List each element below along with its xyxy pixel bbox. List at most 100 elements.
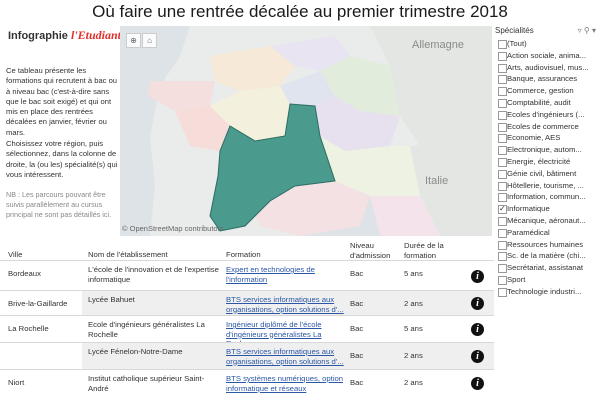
region-ile-de-france — [280, 71, 335, 106]
filter-item-label: Mécanique, aéronaut... — [507, 215, 586, 225]
filter-item[interactable]: Action sociale, anima... — [495, 50, 600, 62]
filter-item[interactable]: Sport — [495, 274, 600, 286]
filter-item[interactable]: Energie, électricité — [495, 156, 600, 168]
filter-checkbox[interactable] — [498, 75, 507, 85]
filter-item[interactable]: Ecoles d'ingénieurs (... — [495, 109, 600, 121]
cell-formation-link[interactable]: BTS services informatiques aux organisat… — [226, 347, 344, 366]
filter-checkbox[interactable] — [498, 203, 507, 215]
label-allemagne: Allemagne — [412, 39, 464, 51]
filter-item[interactable]: Informatique — [495, 203, 600, 215]
brand-logo: l'Etudiant — [70, 28, 121, 42]
filter-item[interactable]: Technologie industri... — [495, 286, 600, 298]
filter-checkbox[interactable] — [498, 264, 507, 274]
filter-checkbox[interactable] — [498, 146, 507, 156]
filter-item[interactable]: Banque, assurances — [495, 73, 600, 85]
filter-item-label: Informatique — [507, 204, 550, 214]
cell-niveau: Bac — [350, 269, 364, 278]
map-svg: Allemagne Italie — [120, 26, 492, 236]
filter-checkbox[interactable] — [498, 275, 507, 285]
filter-list: (Tout) Action sociale, anima... Arts, audi… — [495, 38, 600, 298]
filter-item-label: Génie civil, bâtiment — [507, 168, 577, 178]
info-icon[interactable]: i — [471, 350, 484, 363]
filter-checkbox[interactable] — [498, 40, 507, 49]
filter-item[interactable]: Arts, audiovisuel, mus... — [495, 62, 600, 74]
filter-item[interactable]: Génie civil, bâtiment — [495, 168, 600, 180]
cell-formation-link[interactable]: BTS services informatiques aux organisat… — [226, 295, 344, 314]
cell-duree: 2 ans — [404, 378, 423, 387]
search-icon[interactable]: ⚲ — [583, 26, 590, 35]
region-bretagne — [148, 81, 215, 111]
specialites-filter: Spécialités ▿ ⚲ ▾ (Tout) Action sociale, … — [495, 26, 600, 298]
germany-area — [370, 26, 492, 146]
cell-formation-link[interactable]: BTS systèmes numériques, option informat… — [226, 374, 344, 393]
filter-checkbox[interactable] — [498, 228, 507, 238]
clear-filter-icon[interactable]: ▿ — [577, 26, 582, 35]
filter-item-label: Arts, audiovisuel, mus... — [507, 62, 589, 72]
filter-item[interactable]: Ressources humaines — [495, 239, 600, 251]
filter-item-label: Technologie industri... — [507, 286, 582, 296]
filter-checkbox[interactable] — [498, 134, 507, 144]
filter-checkbox[interactable] — [498, 157, 507, 167]
filter-tools: ▿ ⚲ ▾ — [578, 26, 596, 35]
cell-duree: 5 ans — [404, 269, 423, 278]
cell-etablissement: Institut catholique supérieur Saint-Andr… — [88, 374, 205, 393]
filter-item[interactable]: Hôtellerie, tourisme, ... — [495, 180, 600, 192]
filter-item-label: Electronique, autom... — [507, 145, 582, 155]
filter-item[interactable]: Electronique, autom... — [495, 144, 600, 156]
row-highlight — [82, 343, 494, 370]
filter-checkbox[interactable] — [498, 240, 507, 250]
filter-title: Spécialités — [495, 26, 534, 35]
filter-checkbox[interactable] — [498, 193, 507, 203]
info-icon[interactable]: i — [471, 270, 484, 283]
filter-item-label: Sport — [507, 274, 526, 284]
filter-checkbox[interactable] — [498, 87, 507, 97]
filter-item[interactable]: Ecoles de commerce — [495, 121, 600, 133]
info-icon[interactable]: i — [471, 377, 484, 390]
region-pays-de-la-loire — [175, 106, 230, 151]
filter-checkbox[interactable] — [498, 63, 507, 73]
header-ville: Ville — [8, 250, 23, 259]
zoom-icon[interactable]: ⊕ — [126, 33, 141, 48]
filter-checkbox[interactable] — [498, 98, 507, 108]
region-map[interactable]: Allemagne Italie — [120, 26, 492, 236]
filter-checkbox[interactable] — [498, 181, 507, 191]
filter-checkbox[interactable] — [498, 110, 507, 120]
filter-checkbox[interactable] — [498, 51, 507, 61]
table-row: Brive-la-Gaillarde Lycée Bahuet BTS servic… — [0, 290, 494, 316]
note-text: NB : Les parcours pouvant être suivis pa… — [6, 190, 112, 219]
filter-item-label: Ecoles d'ingénieurs (... — [507, 109, 585, 119]
header-duree: Durée de la formation — [404, 241, 444, 260]
filter-item-label: Economie, AES — [507, 133, 561, 143]
dropdown-icon[interactable]: ▾ — [591, 26, 596, 35]
filter-item[interactable]: (Tout) — [495, 38, 600, 50]
info-icon[interactable]: i — [471, 323, 484, 336]
filter-item-label: Comptabilité, audit — [507, 97, 571, 107]
filter-item[interactable]: Economie, AES — [495, 132, 600, 144]
cell-duree: 2 ans — [404, 351, 423, 360]
filter-checkbox[interactable] — [498, 122, 507, 132]
region-nouvelle-aquitaine[interactable] — [209, 103, 336, 232]
brand: Infographie l'Etudiant — [8, 28, 121, 43]
filter-item[interactable]: Information, commun... — [495, 191, 600, 203]
cell-ville: La Rochelle — [8, 324, 49, 333]
filter-item[interactable]: Paramédical — [495, 227, 600, 239]
info-icon[interactable]: i — [471, 297, 484, 310]
filter-item[interactable]: Commerce, gestion — [495, 85, 600, 97]
filter-item-label: Commerce, gestion — [507, 86, 574, 96]
filter-item-label: Action sociale, anima... — [507, 50, 587, 60]
filter-checkbox[interactable] — [498, 216, 507, 226]
header-niveau: Niveau d'admission — [350, 241, 391, 260]
region-centre — [210, 86, 290, 141]
filter-checkbox[interactable] — [498, 252, 507, 262]
filter-item[interactable]: Mécanique, aéronaut... — [495, 215, 600, 227]
filter-item[interactable]: Secrétariat, assistanat — [495, 262, 600, 274]
region-grand-est — [320, 56, 400, 116]
home-icon[interactable]: ⌂ — [142, 33, 157, 48]
cell-formation-link[interactable]: Expert en technologies de l'information — [226, 265, 315, 284]
filter-item[interactable]: Comptabilité, audit — [495, 97, 600, 109]
filter-item[interactable]: Sc. de la matière (chi... — [495, 250, 600, 262]
intro-paragraph-1: Ce tableau présente les formations qui r… — [6, 66, 118, 137]
filter-checkbox[interactable] — [498, 169, 507, 179]
filter-checkbox[interactable] — [498, 287, 507, 297]
cell-niveau: Bac — [350, 324, 364, 333]
